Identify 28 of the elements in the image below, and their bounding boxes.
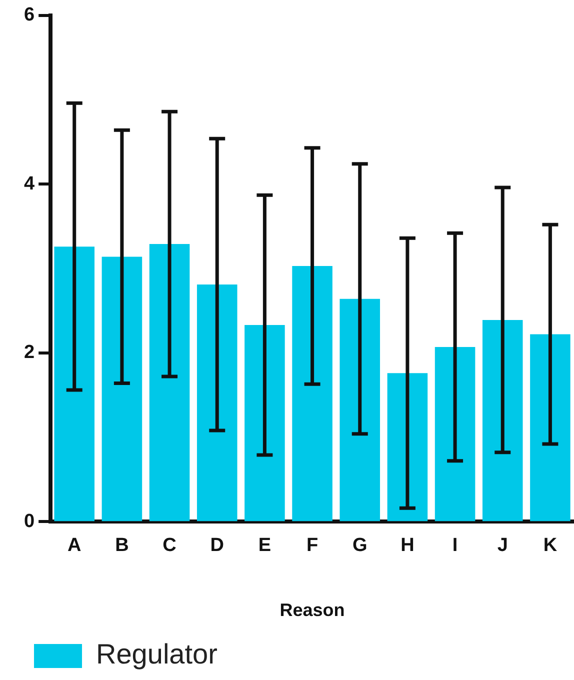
x-tick-label: G	[352, 535, 368, 556]
bar	[434, 346, 476, 522]
bar	[149, 244, 190, 522]
x-axis-title: Reason	[280, 600, 345, 620]
y-tick-label: 6	[24, 4, 35, 26]
x-tick-label: H	[400, 535, 414, 556]
x-tick-label: J	[497, 535, 508, 556]
x-tick-label: A	[67, 535, 82, 556]
x-tick-label: E	[258, 535, 272, 556]
bar	[530, 334, 570, 522]
bar	[482, 320, 523, 522]
legend-label: Regulator	[96, 638, 218, 670]
x-tick-label: K	[543, 535, 558, 556]
bar	[292, 266, 332, 522]
x-tick-label: I	[452, 535, 458, 556]
bar	[102, 256, 142, 522]
bar	[340, 298, 380, 522]
bar	[54, 246, 94, 522]
x-tick-label: D	[210, 535, 224, 556]
bar	[387, 373, 428, 522]
y-tick-label: 0	[24, 510, 35, 532]
x-tick-label: B	[115, 535, 129, 556]
y-tick-label: 4	[24, 173, 35, 194]
x-tick-label: F	[306, 535, 318, 556]
bar	[196, 284, 238, 522]
x-tick-label: C	[162, 535, 177, 556]
y-tick-label: 2	[24, 342, 35, 364]
bar	[244, 325, 285, 522]
